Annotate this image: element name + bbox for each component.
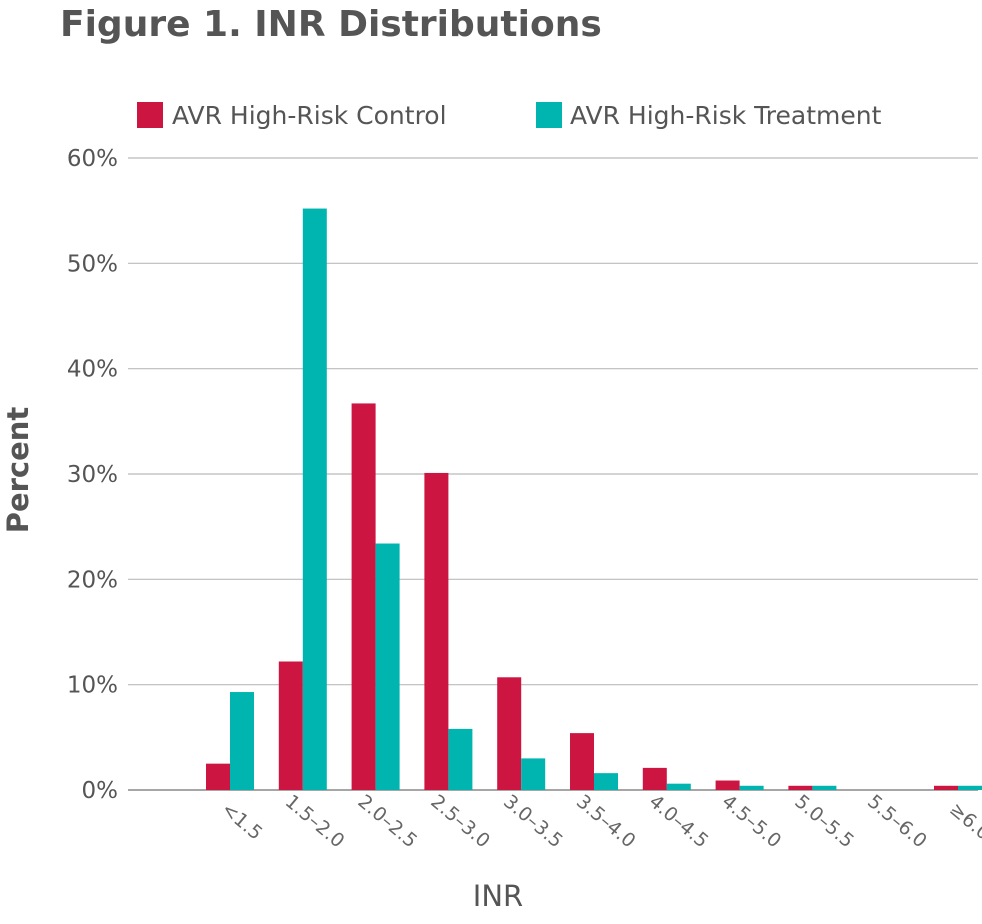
bar-treatment xyxy=(594,773,618,790)
y-axis-ticks: 0% 10% 20% 30% 40% 50% 60% xyxy=(67,146,118,804)
bar-control xyxy=(934,785,958,790)
x-tick-label: 4.5–5.0 xyxy=(718,790,786,852)
x-tick-label: ≥6.0 xyxy=(945,798,982,845)
chart-title: Figure 1. INR Distributions xyxy=(60,4,602,45)
bar-control xyxy=(715,780,740,790)
bar-control xyxy=(424,472,449,790)
bar-treatment xyxy=(666,783,691,790)
x-tick-label: 2.5–3.0 xyxy=(426,790,494,852)
y-axis-label: Percent xyxy=(1,407,35,534)
x-tick-label: 2.0–2.5 xyxy=(354,790,422,852)
legend-label-control: AVR High-Risk Control xyxy=(172,101,447,130)
bar-treatment xyxy=(812,785,837,790)
y-tick-label: 20% xyxy=(67,567,118,593)
bar-treatment xyxy=(230,692,254,790)
bar-treatment xyxy=(521,758,546,790)
bar-control xyxy=(570,733,594,790)
bar-treatment xyxy=(448,728,473,790)
legend-swatch-control xyxy=(137,102,163,128)
y-tick-label: 0% xyxy=(82,778,119,804)
x-tick-label: 5.0–5.5 xyxy=(790,790,858,852)
y-tick-label: 60% xyxy=(67,146,118,172)
bar-control xyxy=(497,677,522,790)
bar-control xyxy=(642,767,667,790)
bar-control xyxy=(206,763,230,790)
x-tick-label: <1.5 xyxy=(217,798,266,845)
bars xyxy=(206,208,982,790)
bar-treatment xyxy=(375,543,400,790)
x-axis-label: INR xyxy=(473,879,523,913)
bar-treatment xyxy=(739,785,764,790)
x-tick-label: 4.0–4.5 xyxy=(645,790,713,852)
x-tick-label: 5.5–6.0 xyxy=(863,790,931,852)
bar-treatment xyxy=(958,785,982,790)
x-axis-ticks: <1.5 1.5–2.0 2.0–2.5 2.5–3.0 3.0–3.5 3.5–4.0 4… xyxy=(217,790,982,852)
y-tick-label: 30% xyxy=(67,462,118,488)
bar-control xyxy=(278,661,303,790)
y-tick-label: 40% xyxy=(67,357,118,383)
bar-treatment xyxy=(302,208,327,790)
x-tick-label: 3.5–4.0 xyxy=(572,790,640,852)
y-tick-label: 10% xyxy=(67,673,118,699)
x-tick-label: 3.0–3.5 xyxy=(499,790,567,852)
x-tick-label: 1.5–2.0 xyxy=(281,790,349,852)
legend-label-treatment: AVR High-Risk Treatment xyxy=(570,101,882,130)
y-tick-label: 50% xyxy=(67,251,118,277)
legend: AVR High-Risk Control AVR High-Risk Trea… xyxy=(137,101,882,130)
legend-swatch-treatment xyxy=(536,102,562,128)
gridlines xyxy=(128,157,978,791)
bar-control xyxy=(351,403,376,790)
bar-control xyxy=(788,785,813,790)
